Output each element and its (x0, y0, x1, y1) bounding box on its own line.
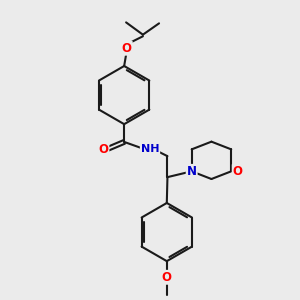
Text: N: N (187, 165, 197, 178)
Text: O: O (122, 42, 132, 55)
Text: O: O (98, 142, 109, 155)
Text: NH: NH (141, 144, 159, 154)
Text: O: O (233, 165, 243, 178)
Text: O: O (162, 271, 172, 284)
